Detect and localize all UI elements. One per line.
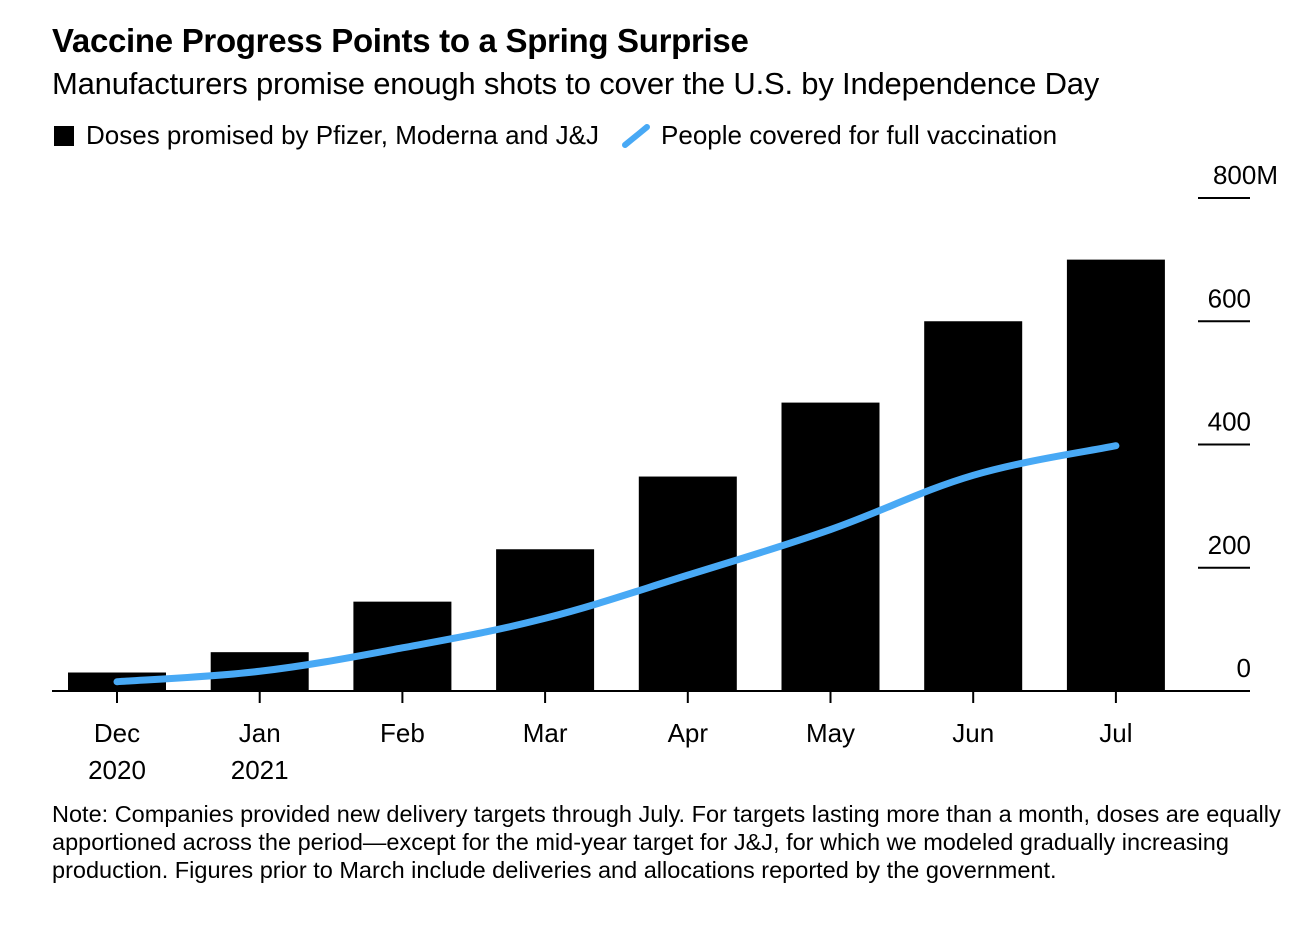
chart-title: Vaccine Progress Points to a Spring Surp… xyxy=(52,22,749,59)
y-axis: 0 200 400 600 800M xyxy=(1198,160,1278,683)
legend-label-people: People covered for full vaccination xyxy=(661,120,1058,150)
bar-series xyxy=(68,259,1165,691)
chart-subtitle: Manufacturers promise enough shots to co… xyxy=(52,66,1100,101)
y-tick-label: 800M xyxy=(1213,160,1278,190)
x-tick-label: Feb xyxy=(380,718,425,748)
x-tick-label: Dec xyxy=(94,718,140,748)
bar xyxy=(1066,259,1165,691)
x-axis: Dec 2020 Jan 2021 Feb Mar Apr May Jun Jul xyxy=(88,691,1133,785)
bar xyxy=(781,402,880,691)
legend-swatch-bar xyxy=(54,125,74,146)
x-tick-label: 2020 xyxy=(88,755,146,785)
legend-item-doses: Doses promised by Pfizer, Moderna and J&… xyxy=(54,120,599,151)
y-tick-label: 200 xyxy=(1208,530,1251,560)
x-tick-label: Jan xyxy=(239,718,281,748)
legend-label-doses: Doses promised by Pfizer, Moderna and J&… xyxy=(86,120,600,150)
y-tick-label: 0 xyxy=(1237,653,1251,683)
bar xyxy=(924,321,1023,691)
legend-swatch-line xyxy=(622,123,651,148)
line-series-people-covered xyxy=(113,442,1120,686)
x-tick-label: Apr xyxy=(668,718,709,748)
x-tick-label: Jul xyxy=(1099,718,1132,748)
x-tick-label: Mar xyxy=(523,718,568,748)
legend-item-people: People covered for full vaccination xyxy=(599,120,1057,151)
y-tick-label: 600 xyxy=(1208,283,1251,313)
legend: Doses promised by Pfizer, Moderna and J&… xyxy=(54,120,1057,151)
y-tick-label: 400 xyxy=(1208,407,1251,437)
x-tick-label: May xyxy=(806,718,855,748)
chart-area: 0 200 400 600 800M Dec 2020 Jan 2021 Feb Mar Apr Ma… xyxy=(52,160,1278,785)
x-tick-label: Jun xyxy=(952,718,994,748)
chart-note: Note: Companies provided new delivery ta… xyxy=(52,801,1281,883)
x-tick-label: 2021 xyxy=(231,755,289,785)
